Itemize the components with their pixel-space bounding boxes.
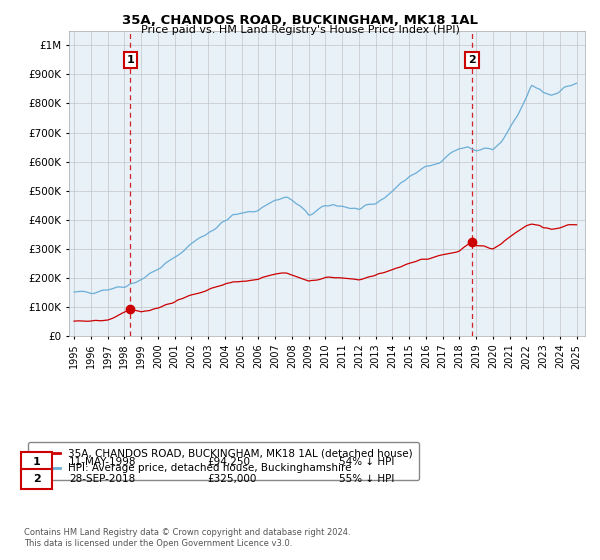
Text: 54% ↓ HPI: 54% ↓ HPI	[339, 457, 394, 467]
Text: 55% ↓ HPI: 55% ↓ HPI	[339, 474, 394, 484]
Text: £94,250: £94,250	[207, 457, 250, 467]
Text: 2: 2	[468, 55, 476, 65]
Text: 1: 1	[33, 457, 40, 467]
Text: 28-SEP-2018: 28-SEP-2018	[69, 474, 135, 484]
Text: 2: 2	[33, 474, 40, 484]
Legend: 35A, CHANDOS ROAD, BUCKINGHAM, MK18 1AL (detached house), HPI: Average price, de: 35A, CHANDOS ROAD, BUCKINGHAM, MK18 1AL …	[28, 442, 419, 479]
Text: Contains HM Land Registry data © Crown copyright and database right 2024.
This d: Contains HM Land Registry data © Crown c…	[24, 528, 350, 548]
Text: 1: 1	[127, 55, 134, 65]
Text: Price paid vs. HM Land Registry's House Price Index (HPI): Price paid vs. HM Land Registry's House …	[140, 25, 460, 35]
Text: 11-MAY-1998: 11-MAY-1998	[69, 457, 137, 467]
Text: 35A, CHANDOS ROAD, BUCKINGHAM, MK18 1AL: 35A, CHANDOS ROAD, BUCKINGHAM, MK18 1AL	[122, 14, 478, 27]
Text: £325,000: £325,000	[207, 474, 256, 484]
